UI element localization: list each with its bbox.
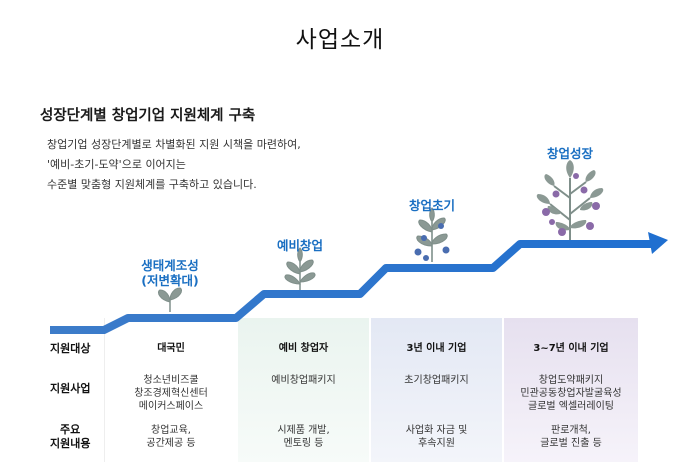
content-line: 시제품 개발, bbox=[277, 425, 330, 436]
content-line: 판로개척, bbox=[551, 425, 591, 436]
stage-label-line: 창업성장 bbox=[546, 146, 593, 161]
description-line: 창업기업 성장단계별로 차별화된 지원 시책을 마련하여, bbox=[47, 138, 301, 151]
section-title: 성장단계별 창업기업 지원체계 구축 bbox=[40, 108, 256, 124]
plant-icon bbox=[284, 247, 316, 290]
column-growth-stage: 3~7년 이내 기업 창업도약패키지 민관공동창업자발굴육성 글로벌 엑셀러레이… bbox=[504, 318, 638, 462]
tree-with-purple-fruit-icon bbox=[536, 160, 604, 240]
program-cell: 창업도약패키지 민관공동창업자발굴육성 글로벌 엑셀러레이팅 bbox=[504, 374, 638, 413]
program-line: 청소년비즈쿨 bbox=[143, 375, 199, 386]
column-early-stage: 3년 이내 기업 초기창업패키지 사업화 자금 및 후속지원 bbox=[371, 318, 502, 462]
program-line: 초기창업패키지 bbox=[404, 375, 469, 386]
program-line: 창업도약패키지 bbox=[538, 375, 604, 386]
program-cell: 청소년비즈쿨 창조경제혁신센터 메이커스페이스 bbox=[105, 374, 237, 413]
description-line: '예비-초기-도약'으로 이어지는 bbox=[47, 158, 186, 171]
stage-label-line: 생태계조성 bbox=[141, 258, 199, 273]
target-cell: 3~7년 이내 기업 bbox=[533, 343, 609, 354]
content-line: 글로벌 진출 등 bbox=[540, 438, 602, 449]
content-cell: 창업교육, 공간제공 등 bbox=[105, 424, 237, 450]
content-line: 창업교육, bbox=[151, 425, 191, 436]
program-line: 예비창업패키지 bbox=[271, 375, 336, 386]
section-description: 창업기업 성장단계별로 차별화된 지원 시책을 마련하여, '예비-초기-도약'… bbox=[47, 135, 301, 195]
target-cell: 대국민 bbox=[157, 343, 185, 354]
stage-label-growth: 창업성장 bbox=[530, 146, 610, 161]
column-public: 대국민 청소년비즈쿨 창조경제혁신센터 메이커스페이스 창업교육, 공간제공 등 bbox=[104, 318, 237, 462]
target-cell: 3년 이내 기업 bbox=[406, 343, 467, 354]
program-line: 민관공동창업자발굴육성 bbox=[520, 388, 622, 399]
description-line: 수준별 맞춤형 지원체계를 구축하고 있습니다. bbox=[47, 178, 257, 191]
content-line: 사업화 자금 및 bbox=[405, 425, 468, 436]
column-pre-startup: 예비 창업자 예비창업패키지 시제품 개발, 멘토링 등 bbox=[238, 318, 369, 462]
row-label-line: 지원내용 bbox=[50, 437, 91, 450]
stage-label-ecosystem: 생태계조성 (저변확대) bbox=[130, 258, 210, 288]
stage-label-line: (저변확대) bbox=[141, 273, 199, 288]
stage-label-line: 예비창업 bbox=[276, 238, 323, 253]
row-label-program: 지원사업 bbox=[50, 382, 91, 395]
program-cell: 초기창업패키지 bbox=[371, 374, 502, 387]
row-label-target: 지원대상 bbox=[50, 342, 91, 355]
content-line: 공간제공 등 bbox=[146, 438, 196, 449]
sprout-icon bbox=[157, 287, 183, 312]
program-cell: 예비창업패키지 bbox=[238, 374, 369, 387]
program-line: 창조경제혁신센터 bbox=[134, 388, 208, 399]
stage-label-early: 창업초기 bbox=[394, 198, 470, 213]
stage-label-pre-startup: 예비창업 bbox=[262, 238, 338, 253]
content-line: 멘토링 등 bbox=[283, 438, 324, 449]
program-line: 글로벌 엑셀러레이팅 bbox=[528, 401, 614, 412]
stage-label-line: 창업초기 bbox=[408, 198, 455, 213]
row-label-line: 주요 bbox=[60, 423, 81, 436]
target-cell: 예비 창업자 bbox=[278, 343, 329, 354]
plant-with-blue-fruit-icon bbox=[414, 207, 450, 262]
page-title: 사업소개 bbox=[295, 27, 385, 53]
content-cell: 판로개척, 글로벌 진출 등 bbox=[504, 424, 638, 450]
content-cell: 사업화 자금 및 후속지원 bbox=[371, 424, 502, 450]
growth-arrow-icon bbox=[50, 232, 668, 334]
program-line: 메이커스페이스 bbox=[138, 401, 204, 412]
content-line: 후속지원 bbox=[418, 438, 455, 449]
content-cell: 시제품 개발, 멘토링 등 bbox=[238, 424, 369, 450]
row-label-content: 주요 지원내용 bbox=[50, 423, 90, 451]
